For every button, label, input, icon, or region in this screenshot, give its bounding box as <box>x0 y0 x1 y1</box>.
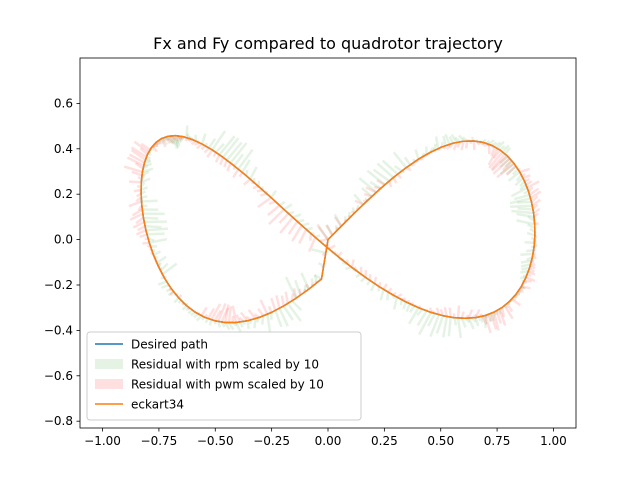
quiver-arrow <box>374 187 381 188</box>
quiver-arrow <box>450 308 451 317</box>
x-tick-label: −1.00 <box>84 434 121 448</box>
quiver-arrow <box>210 320 212 326</box>
quiver-arrow <box>474 141 475 150</box>
quiver-arrow <box>141 196 147 197</box>
y-tick-label: −0.8 <box>44 414 73 428</box>
x-tick-label: 0.75 <box>484 434 511 448</box>
quiver-arrow <box>521 261 531 263</box>
y-tick-label: 0.4 <box>54 142 73 156</box>
x-tick-label: 0.25 <box>371 434 398 448</box>
y-tick-label: 0.0 <box>54 233 73 247</box>
x-tick-label: −0.75 <box>141 434 178 448</box>
quiver-arrow <box>260 194 267 196</box>
quiver-arrow <box>146 229 168 231</box>
y-tick-label: 0.2 <box>54 187 73 201</box>
y-tick-label: −0.2 <box>44 278 73 292</box>
x-tick-label: 0.00 <box>315 434 342 448</box>
quiver-arrow <box>525 242 535 243</box>
quiver-arrow <box>255 319 256 329</box>
quiver-arrow <box>310 233 311 240</box>
quiver-arrow <box>233 316 234 323</box>
quiver-arrow <box>375 277 376 284</box>
quiver-arrow <box>300 289 301 296</box>
quiver-arrow <box>518 209 533 210</box>
x-tick-label: 0.50 <box>427 434 454 448</box>
x-tick-label: 1.00 <box>540 434 567 448</box>
chart-title: Fx and Fy compared to quadrotor trajecto… <box>153 34 503 53</box>
quiver-arrow <box>246 170 247 176</box>
quiver-arrow <box>151 246 157 247</box>
quiver-arrow <box>520 254 533 255</box>
y-tick-label: −0.6 <box>44 369 73 383</box>
legend-label: eckart34 <box>131 398 184 412</box>
legend-label: Residual with rpm scaled by 10 <box>131 358 319 372</box>
quiver-arrow <box>455 318 456 326</box>
quiver-arrow <box>282 296 284 306</box>
quiver-arrow <box>187 126 188 138</box>
quiver-arrow <box>134 190 141 192</box>
y-tick-label: −0.4 <box>44 323 73 337</box>
quiver-arrow <box>458 306 459 318</box>
quiver-arrow <box>297 220 304 221</box>
quiver-arrow <box>129 182 141 183</box>
quiver-arrow <box>510 206 532 207</box>
legend-label: Residual with pwm scaled by 10 <box>131 378 324 392</box>
quiver-arrow <box>306 228 312 229</box>
quiver-arrow <box>262 316 263 325</box>
y-tick-label: 0.6 <box>54 96 73 110</box>
legend: Desired path Residual with rpm scaled by … <box>87 332 361 420</box>
legend-swatch <box>95 379 123 389</box>
x-tick-label: −0.50 <box>197 434 234 448</box>
quiver-arrow <box>145 226 161 227</box>
quiver-arrow <box>147 234 165 235</box>
quiver-arrow <box>142 201 158 202</box>
quiver-arrow <box>517 202 531 203</box>
legend-swatch <box>95 359 123 369</box>
x-tick-label: −0.25 <box>253 434 290 448</box>
quiver-arrow <box>142 243 149 244</box>
quiver-arrow <box>345 267 351 269</box>
legend-box <box>87 332 361 420</box>
quiver-arrow <box>387 292 388 300</box>
quiver-arrow <box>143 218 158 219</box>
legend-label: Desired path <box>131 338 208 352</box>
quiver-arrow <box>466 141 467 148</box>
quiver-arrow <box>144 164 152 166</box>
quiver-arrow <box>248 321 249 329</box>
